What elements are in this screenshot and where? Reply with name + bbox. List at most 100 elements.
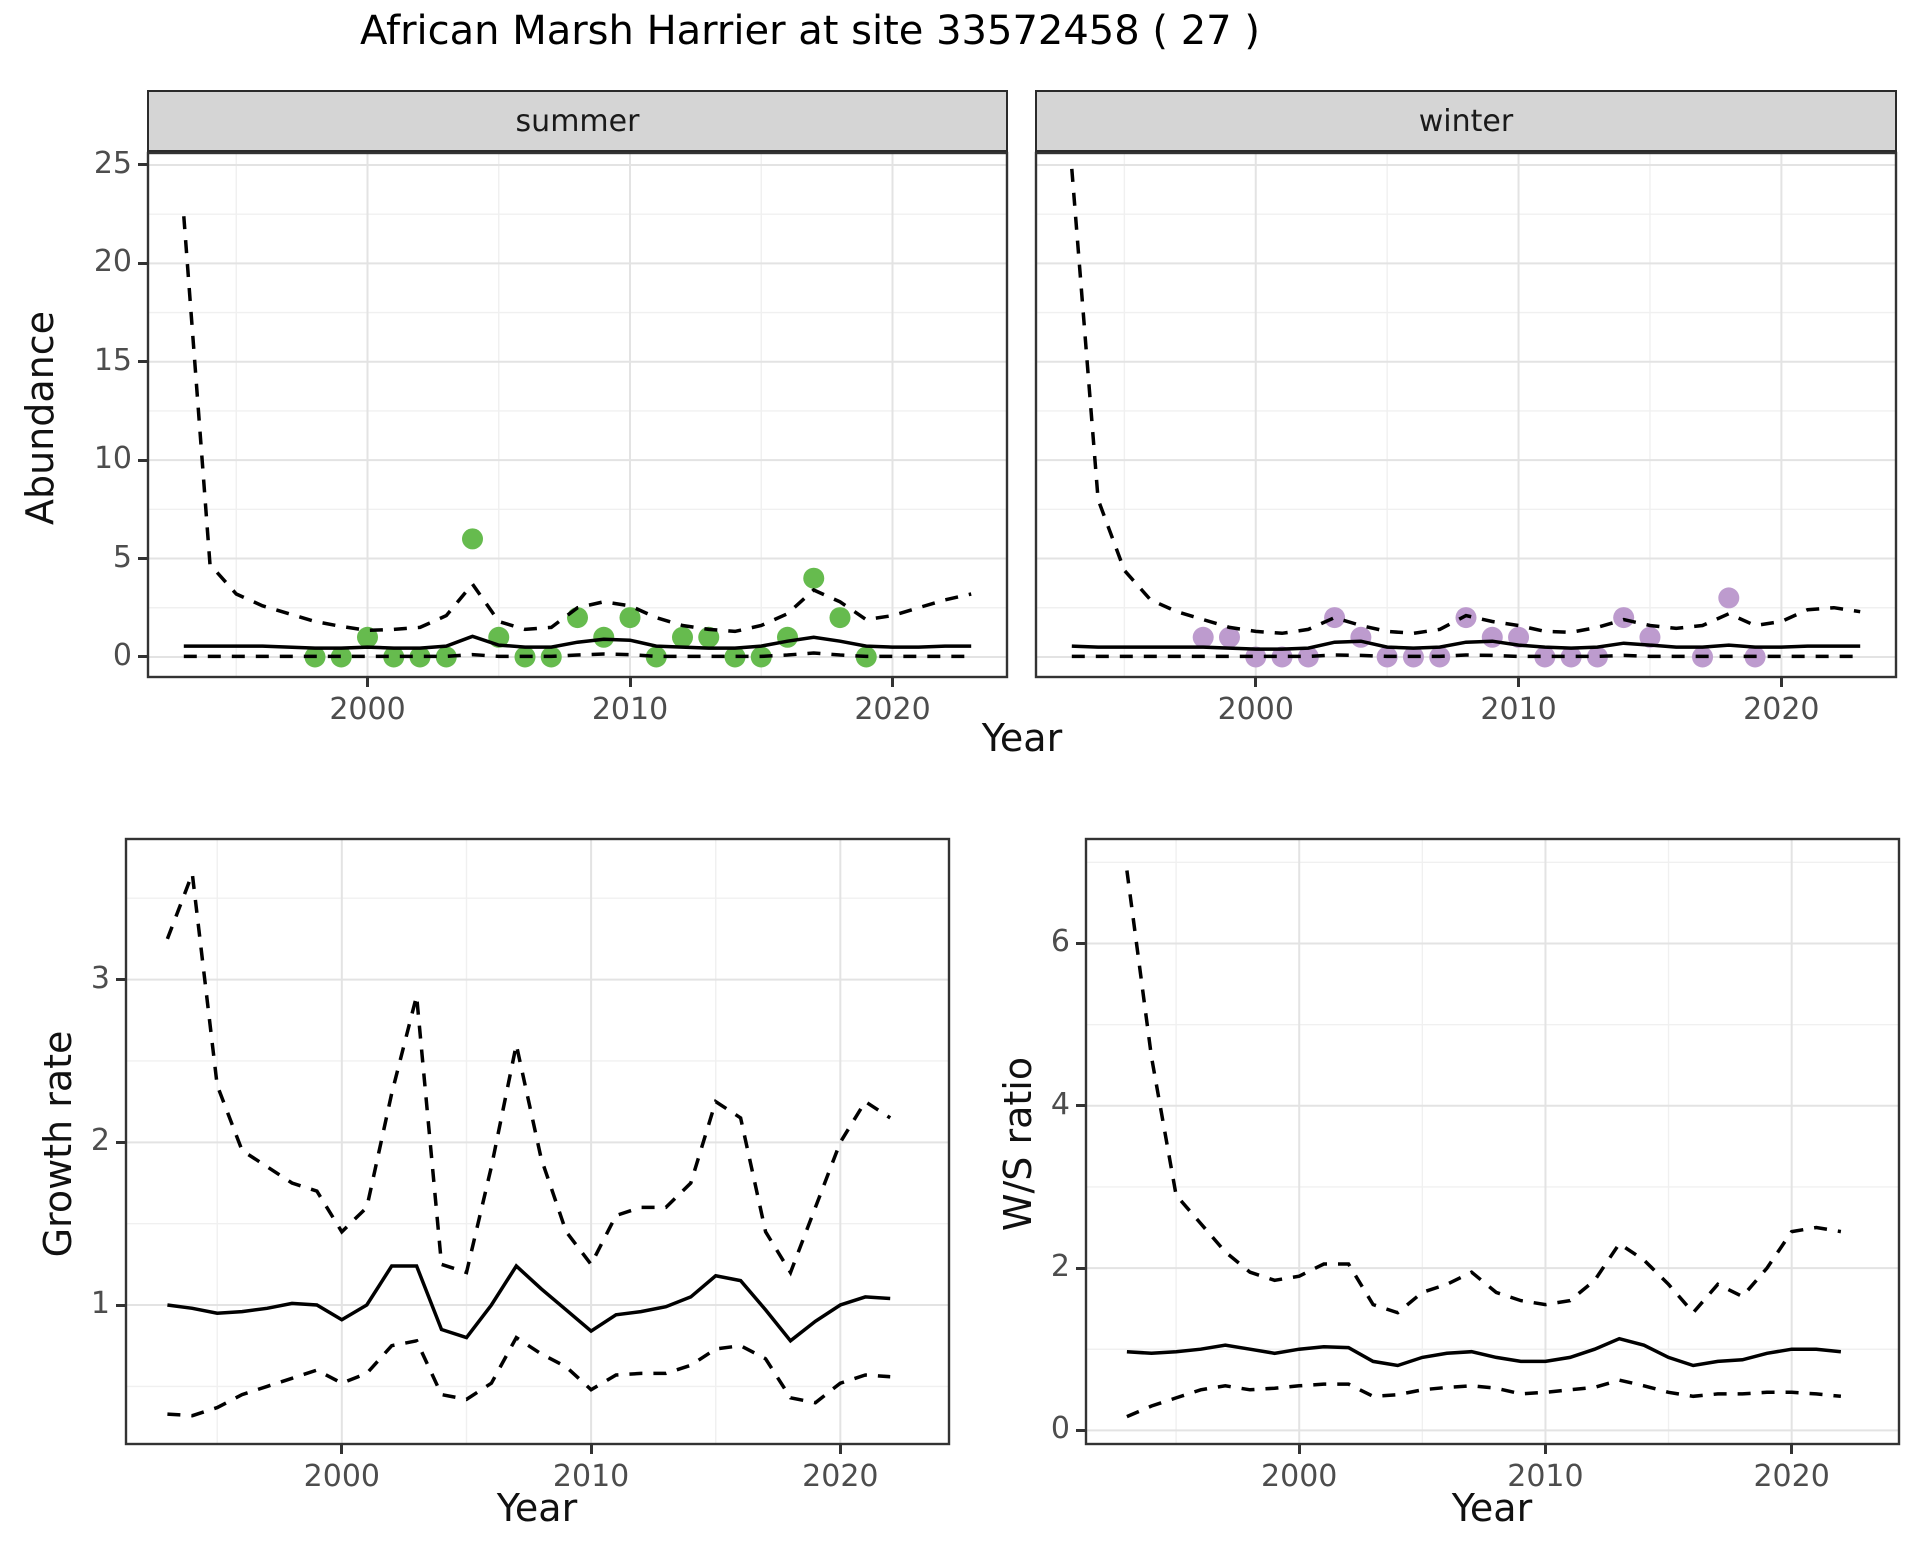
facet-strip-winter-label: winter bbox=[1418, 103, 1514, 139]
facet-strip-summer: summer bbox=[147, 90, 1008, 152]
observation-point bbox=[593, 626, 615, 648]
y-tick-label: 4 bbox=[1050, 1086, 1070, 1122]
x-tick-mark bbox=[340, 1445, 344, 1454]
upper-ci-line bbox=[1070, 168, 1861, 636]
y-tick-label: 3 bbox=[90, 960, 110, 996]
data-layer bbox=[1125, 870, 1842, 1419]
x-tick-label: 2020 bbox=[802, 1459, 879, 1494]
y-tick-label: 20 bbox=[93, 244, 132, 280]
panel-abundance-summer bbox=[146, 151, 1009, 679]
x-tick-mark bbox=[1254, 678, 1258, 687]
observation-point bbox=[1455, 607, 1477, 629]
x-tick-mark bbox=[1790, 1445, 1794, 1454]
observation-point bbox=[1586, 646, 1608, 668]
observation-point bbox=[330, 646, 352, 668]
observation-point bbox=[1718, 587, 1740, 609]
lower-ci-line bbox=[167, 1335, 891, 1418]
y-tick-label: 1 bbox=[90, 1286, 110, 1322]
x-axis-title-year-top: Year bbox=[981, 716, 1063, 760]
observation-point bbox=[1192, 626, 1214, 648]
y-tick-mark bbox=[1076, 941, 1085, 945]
plot-title: African Marsh Harrier at site 33572458 (… bbox=[360, 8, 1260, 54]
x-axis-title-year-growth: Year bbox=[496, 1486, 578, 1530]
x-tick-mark bbox=[1297, 1445, 1301, 1454]
facet-strip-winter: winter bbox=[1035, 90, 1897, 152]
observation-point bbox=[698, 626, 720, 648]
panel-border bbox=[1084, 837, 1901, 1446]
y-tick-mark bbox=[1076, 1428, 1085, 1432]
lower-ci-line bbox=[1071, 653, 1861, 659]
panel-background bbox=[1085, 838, 1900, 1445]
observation-point bbox=[1534, 646, 1556, 668]
y-tick-label: 6 bbox=[1050, 924, 1070, 960]
panel-ws-ratio bbox=[1084, 837, 1901, 1446]
median-line bbox=[1071, 639, 1861, 651]
observation-point bbox=[619, 607, 641, 629]
panel-border bbox=[1034, 151, 1898, 679]
panel-border bbox=[146, 151, 1009, 679]
data-layer bbox=[182, 216, 972, 668]
x-tick-mark bbox=[366, 678, 369, 687]
x-axis-title-year-ws: Year bbox=[1451, 1486, 1533, 1530]
x-tick-mark bbox=[891, 678, 894, 687]
observation-point bbox=[1639, 626, 1661, 648]
x-tick-label: 2020 bbox=[854, 692, 931, 727]
x-tick-label: 2000 bbox=[1217, 692, 1294, 727]
x-tick-label: 2020 bbox=[1743, 692, 1820, 727]
y-tick-label: 25 bbox=[93, 145, 132, 181]
lower-ci-line bbox=[1126, 1378, 1842, 1419]
panel-growth-rate bbox=[124, 837, 951, 1446]
y-tick-mark bbox=[138, 360, 147, 364]
y-tick-mark bbox=[138, 655, 147, 659]
observation-point bbox=[462, 528, 483, 550]
y-tick-label: 2 bbox=[1050, 1249, 1070, 1285]
y-tick-mark bbox=[1076, 1104, 1085, 1108]
lower-ci-line bbox=[183, 651, 972, 659]
y-tick-mark bbox=[116, 978, 125, 982]
x-tick-label: 2010 bbox=[552, 1459, 630, 1494]
y-tick-label: 15 bbox=[93, 342, 132, 378]
y-tick-label: 0 bbox=[1050, 1411, 1070, 1447]
y-tick-mark bbox=[138, 557, 147, 561]
y-tick-mark bbox=[1076, 1266, 1085, 1270]
observation-point bbox=[1613, 607, 1635, 629]
observation-point bbox=[435, 646, 457, 668]
x-tick-label: 2000 bbox=[303, 1459, 380, 1494]
observation-point bbox=[1481, 626, 1503, 648]
facet-strip-summer-label: summer bbox=[515, 103, 640, 139]
observation-point bbox=[1508, 626, 1530, 648]
panel-abundance-winter bbox=[1034, 151, 1898, 679]
y-tick-label: 5 bbox=[112, 539, 132, 575]
x-tick-mark bbox=[589, 1445, 593, 1454]
y-tick-label: 0 bbox=[112, 637, 132, 673]
y-tick-mark bbox=[138, 261, 147, 265]
y-tick-mark bbox=[116, 1303, 125, 1307]
observation-point bbox=[672, 626, 693, 648]
y-tick-mark bbox=[116, 1140, 125, 1144]
panel-background bbox=[1035, 152, 1897, 678]
y-tick-mark bbox=[138, 458, 147, 462]
upper-ci-line bbox=[182, 216, 972, 634]
x-tick-label: 2010 bbox=[1507, 1459, 1584, 1494]
observation-point bbox=[645, 646, 667, 668]
y-tick-mark bbox=[138, 163, 147, 167]
data-layer bbox=[165, 873, 892, 1418]
median-line bbox=[183, 634, 972, 650]
upper-ci-line bbox=[165, 873, 892, 1277]
x-tick-label: 2000 bbox=[1261, 1459, 1338, 1494]
panel-border bbox=[124, 837, 951, 1446]
x-tick-mark bbox=[628, 678, 632, 687]
panel-background bbox=[147, 152, 1008, 678]
y-tick-label: 10 bbox=[93, 441, 132, 477]
observation-point bbox=[1560, 646, 1582, 668]
x-tick-label: 2020 bbox=[1753, 1459, 1830, 1494]
observation-point bbox=[409, 646, 431, 668]
observation-point bbox=[383, 646, 405, 668]
x-tick-label: 2010 bbox=[1480, 692, 1557, 727]
observation-point bbox=[803, 567, 825, 589]
x-tick-mark bbox=[1779, 678, 1783, 687]
observation-point bbox=[1271, 646, 1293, 668]
observation-point bbox=[829, 607, 851, 629]
observation-point bbox=[777, 626, 798, 648]
